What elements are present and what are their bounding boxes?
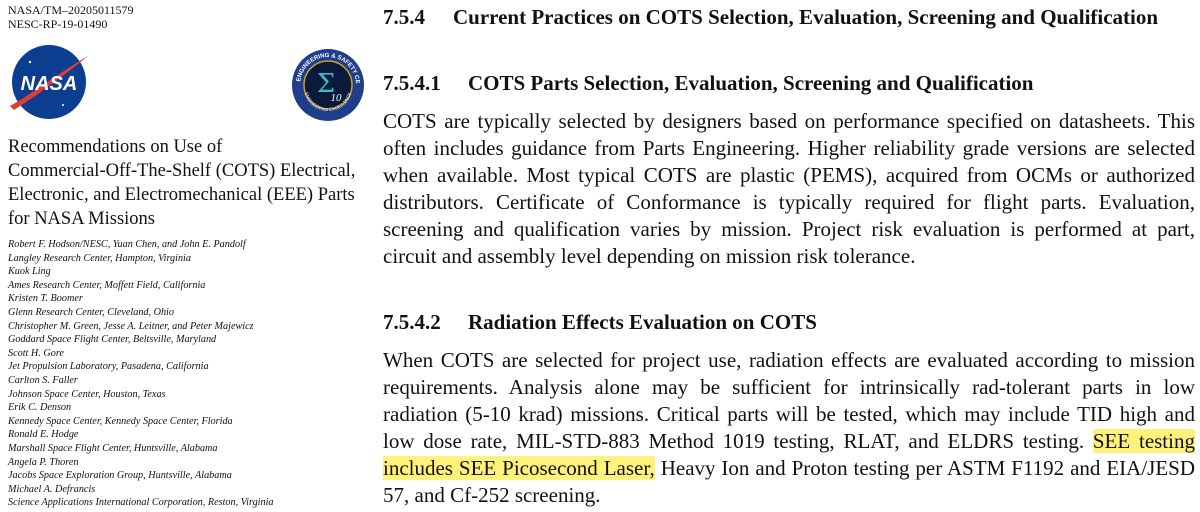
subsection: 7.5.4.1 COTS Parts Selection, Evaluation,…: [383, 70, 1195, 270]
logo-symbol: Σ: [317, 69, 335, 99]
author-affiliation: Goddard Space Flight Center, Beltsville,…: [8, 334, 217, 346]
title-line: Commercial-Off-The-Shelf (COTS) Electric…: [8, 161, 356, 181]
logo-inner: [303, 60, 353, 110]
author-affiliation: Ames Research Center, Moffett Field, Cal…: [8, 279, 206, 291]
title-line: Recommendations on Use of: [8, 137, 223, 157]
report-id: NESC-RP-19-01490: [8, 17, 108, 31]
report-ids: NASA/TM–20205011579 NESC-RP-19-01490: [8, 3, 134, 31]
subsection: 7.5.4.2 Radiation Effects Evaluation on C…: [383, 309, 1195, 509]
author-affiliation: Science Applications International Corpo…: [8, 497, 274, 509]
logo-swoosh: [10, 56, 88, 110]
text: Heavy Ion and Proton testing per ASTM F1…: [383, 456, 1195, 507]
section-heading: 7.5.4 Current Practices on COTS Selection…: [383, 4, 1195, 31]
author-affiliation: Jet Propulsion Laboratory, Pasadena, Cal…: [8, 361, 209, 373]
section-title: Current Practices on COTS Selection, Eva…: [453, 5, 1159, 29]
author-names: Erik C. Denson: [8, 402, 72, 414]
author-names: Scott H. Gore: [8, 347, 64, 359]
author-names: Kristen T. Boomer: [8, 293, 83, 305]
report-title: Recommendations on Use of Commercial-Off…: [8, 135, 355, 231]
title-line: for NASA Missions: [8, 209, 155, 229]
author-names: Robert F. Hodson/NESC, Yuan Chen, and Jo…: [8, 239, 246, 250]
author-names: Carlton S. Faller: [8, 374, 78, 386]
text: When COTS are selected for project use, …: [383, 348, 1195, 453]
author-names: Kuok Ling: [8, 266, 51, 278]
author-names: Ronald E. Hodge: [8, 429, 79, 441]
author-affiliation: Langley Research Center, Hampton, Virgin…: [8, 252, 191, 264]
author-affiliation: Marshall Space Flight Center, Huntsville…: [8, 442, 218, 454]
report-id: NASA/TM–20205011579: [8, 3, 134, 17]
author-affiliation: Kennedy Space Center, Kennedy Space Cent…: [8, 415, 233, 427]
paragraph: When COTS are selected for project use, …: [383, 347, 1195, 509]
author-affiliation: Jacobs Space Exploration Group, Huntsvil…: [8, 470, 232, 482]
author-names: Christopher M. Green, Jesse A. Leitner, …: [8, 320, 254, 332]
nasa-logo: NASA: [10, 45, 88, 119]
nesc-logo: NASA ENGINEERING & SAFETY CENTER ENGINEE…: [290, 47, 364, 121]
paragraph: COTS are typically selected by designers…: [383, 109, 1195, 268]
logo-text: NASA: [21, 73, 78, 95]
author-affiliation: Glenn Research Center, Cleveland, Ohio: [8, 306, 174, 318]
author-names: Michael A. Defrancis: [8, 483, 96, 495]
subsection-number: 7.5.4.2: [383, 310, 441, 334]
author-names: Angela P. Thoren: [8, 456, 79, 468]
logo-number: 10: [331, 92, 343, 104]
title-line: Electronic, and Electromechanical (EEE) …: [8, 185, 355, 205]
author-list: Robert F. Hodson/NESC, Yuan Chen, and Jo…: [8, 238, 274, 510]
section-number: 7.5.4: [383, 5, 425, 29]
author-affiliation: Johnson Space Center, Houston, Texas: [8, 388, 166, 400]
subsection-title: COTS Parts Selection, Evaluation, Screen…: [468, 71, 1034, 95]
subsection-title: Radiation Effects Evaluation on COTS: [468, 310, 817, 334]
subsection-number: 7.5.4.1: [383, 71, 441, 95]
